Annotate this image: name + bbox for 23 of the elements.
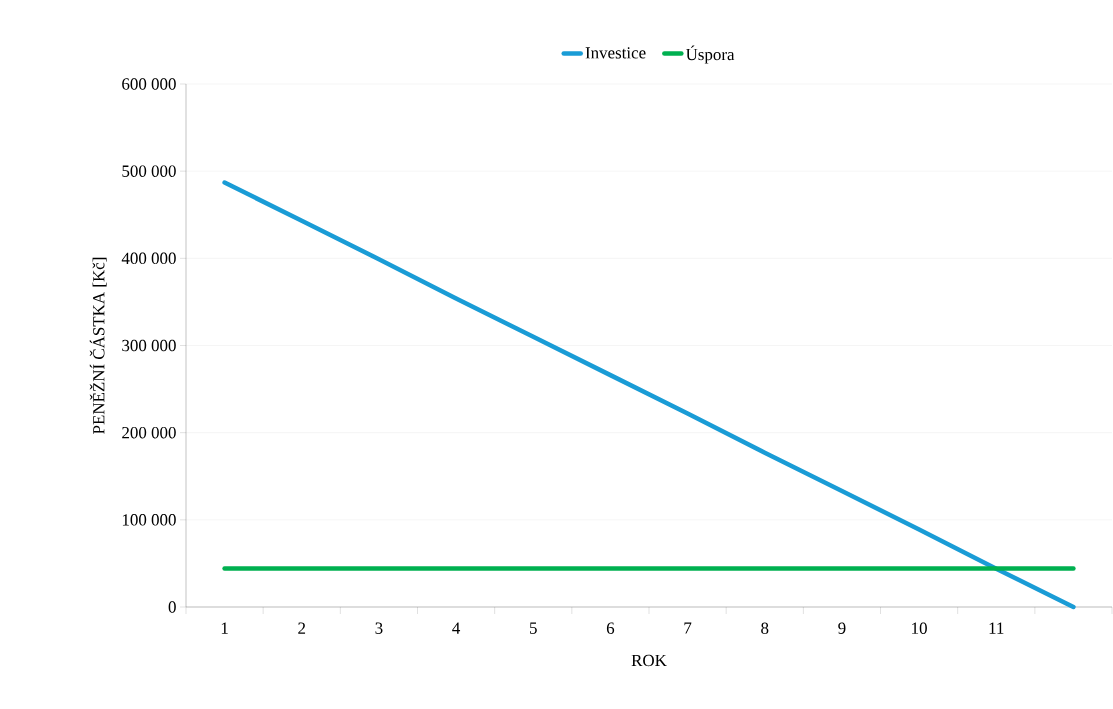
y-tick-label: 100 000 bbox=[122, 514, 176, 526]
y-tick-label: 400 000 bbox=[121, 252, 176, 265]
x-tick-label: 7 bbox=[684, 622, 692, 634]
x-tick-label: 11 bbox=[989, 622, 1004, 634]
x-tick-label: 1 bbox=[221, 622, 228, 634]
x-axis-title: ROK bbox=[631, 654, 667, 667]
legend-label: Úspora bbox=[685, 45, 735, 64]
x-tick-label: 6 bbox=[606, 622, 615, 634]
x-tick-label: 8 bbox=[761, 622, 769, 634]
y-tick-label: 300 000 bbox=[122, 339, 176, 352]
x-tick-label: 10 bbox=[912, 622, 927, 634]
x-tick-label: 3 bbox=[375, 622, 383, 634]
y-tick-label: 200 000 bbox=[122, 426, 176, 439]
line-series bbox=[222, 180, 1076, 610]
x-tick-label: 5 bbox=[530, 622, 537, 634]
x-tick-label: 2 bbox=[298, 622, 306, 634]
y-axis-title: PENĚŽNÍ ČÁSTKA [Kč] bbox=[89, 257, 107, 434]
y-tick-label: 600 000 bbox=[122, 78, 176, 90]
legend-label: Investice bbox=[585, 47, 646, 59]
x-tick-label: 9 bbox=[838, 622, 846, 634]
y-tick-label: 0 bbox=[168, 601, 176, 613]
x-tick-label: 4 bbox=[452, 622, 461, 634]
y-tick-label: 500 000 bbox=[122, 165, 176, 177]
